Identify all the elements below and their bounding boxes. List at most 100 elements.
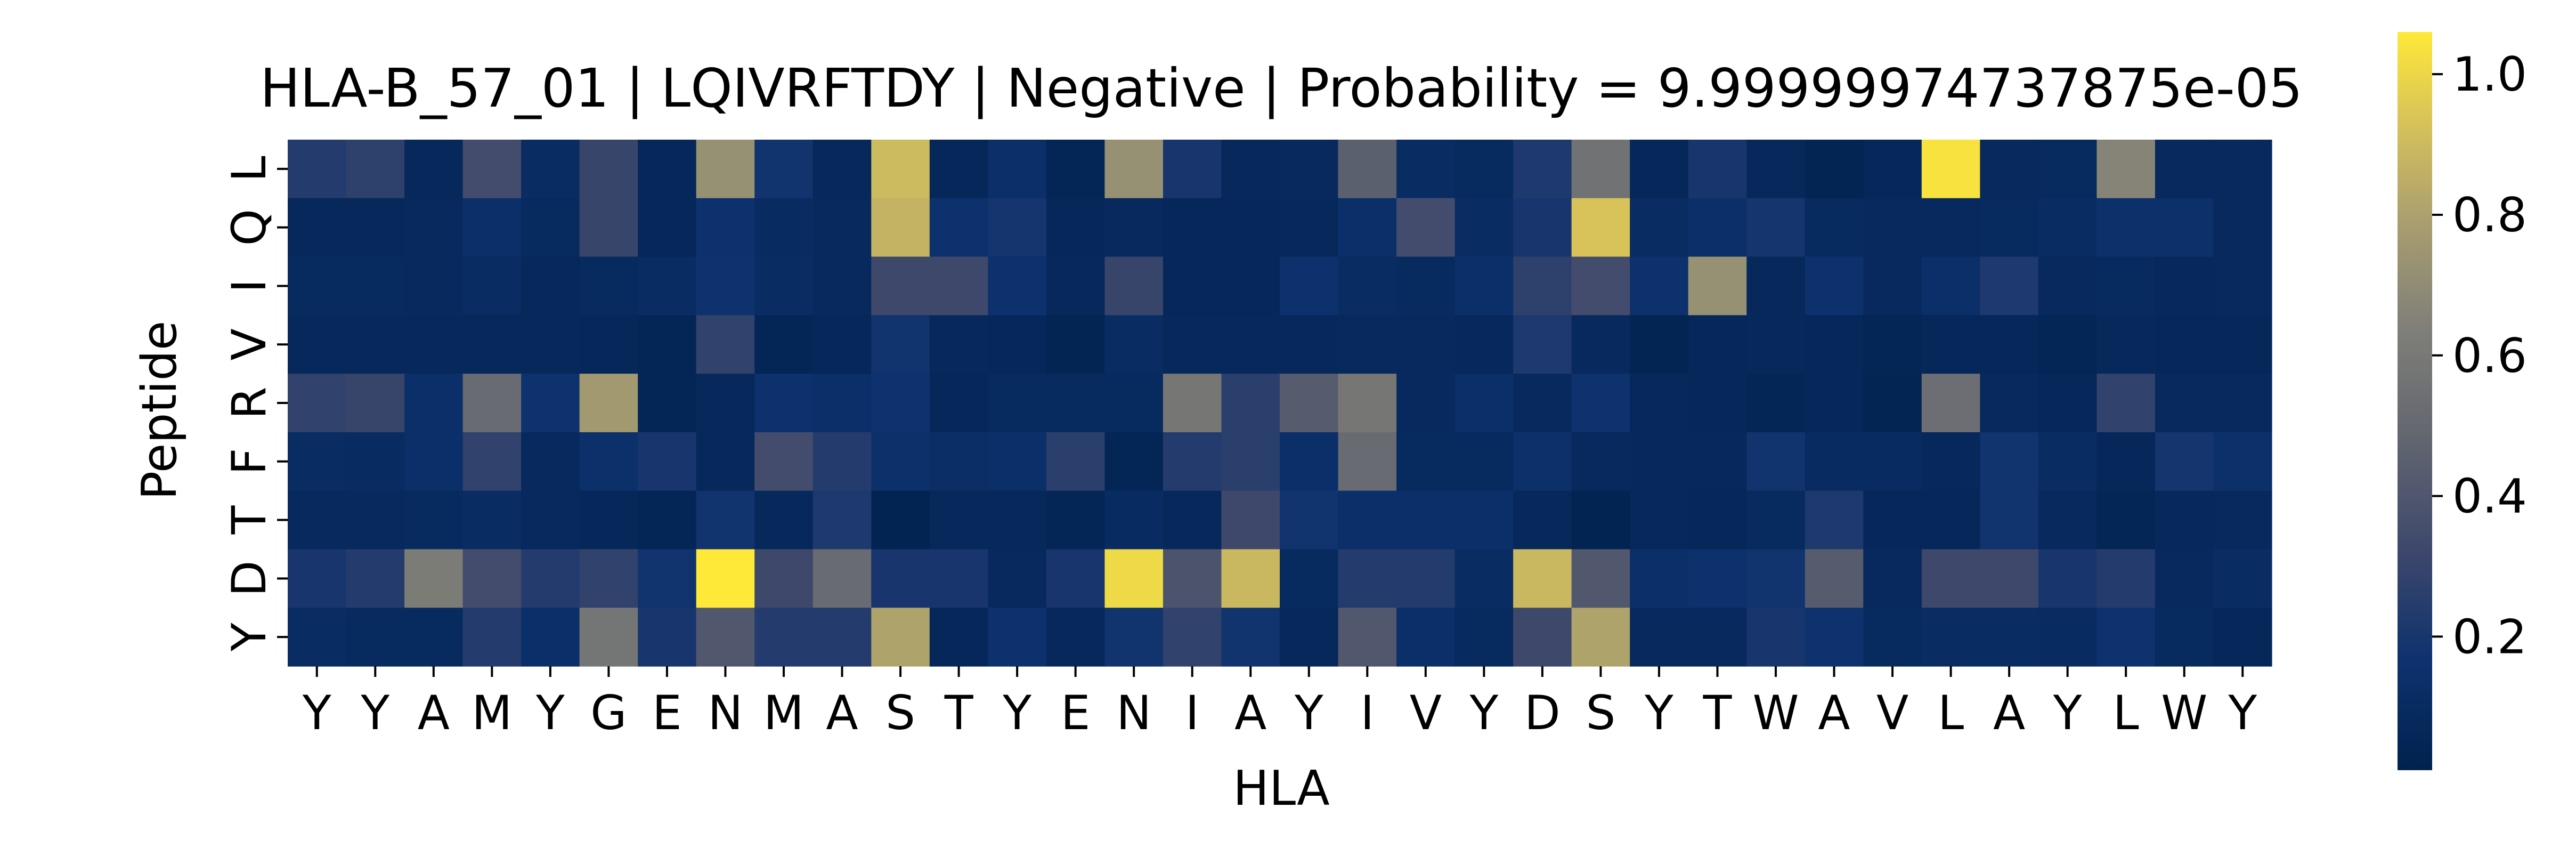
heatmap-cell-r1-c2 (404, 198, 464, 257)
heatmap-cell-r0-c3 (462, 140, 522, 199)
heatmap-cell-r3-c31 (2096, 315, 2156, 374)
heatmap-cell-r7-c5 (579, 549, 638, 608)
x-tick-label: I (1185, 685, 1199, 740)
x-tick-label: A (1818, 685, 1850, 740)
heatmap-cell-r4-c6 (638, 374, 697, 433)
heatmap-cell-r8-c7 (696, 608, 755, 667)
x-tick-label: T (944, 685, 974, 740)
x-tick-label: N (708, 685, 743, 740)
heatmap-cell-r0-c5 (579, 140, 638, 199)
heatmap-cell-r5-c21 (1513, 432, 1572, 491)
heatmap-cell-r7-c25 (1746, 549, 1806, 608)
heatmap-cell-r4-c5 (579, 374, 638, 433)
heatmap-cell-r2-c8 (754, 256, 814, 316)
heatmap-cell-r8-c2 (404, 608, 464, 667)
heatmap-cell-r0-c6 (638, 140, 697, 199)
heatmap-cell-r1-c0 (288, 198, 347, 257)
heatmap-cell-r7-c30 (2038, 549, 2098, 608)
heatmap-cell-r3-c28 (1921, 315, 1980, 374)
heatmap-cell-r1-c24 (1688, 198, 1747, 257)
heatmap-cell-r7-c28 (1921, 549, 1980, 608)
heatmap-cell-r0-c23 (1630, 140, 1689, 199)
heatmap-cell-r2-c19 (1396, 256, 1456, 316)
heatmap-cell-r8-c30 (2038, 608, 2098, 667)
heatmap-cell-r1-c7 (696, 198, 755, 257)
heatmap-cell-r3-c6 (638, 315, 697, 374)
heatmap-cell-r0-c18 (1338, 140, 1397, 199)
heatmap-cell-r8-c6 (638, 608, 697, 667)
heatmap-cell-r1-c28 (1921, 198, 1980, 257)
heatmap-cell-r2-c26 (1805, 256, 1864, 316)
heatmap-cell-r4-c19 (1396, 374, 1456, 433)
heatmap-cell-r7-c1 (346, 549, 405, 608)
heatmap-cell-r2-c0 (288, 256, 347, 316)
heatmap-cell-r1-c13 (1046, 198, 1106, 257)
x-tick-label: E (1061, 685, 1091, 740)
heatmap-cell-r7-c2 (404, 549, 464, 608)
heatmap-cell-r4-c1 (346, 374, 405, 433)
heatmap-cell-r6-c23 (1630, 490, 1689, 550)
heatmap-cell-r1-c16 (1221, 198, 1280, 257)
heatmap-cell-r8-c3 (462, 608, 522, 667)
heatmap-cell-r3-c18 (1338, 315, 1397, 374)
heatmap-cell-r7-c3 (462, 549, 522, 608)
heatmap-cell-r2-c33 (2213, 256, 2272, 316)
heatmap-cell-r6-c13 (1046, 490, 1106, 550)
heatmap-cell-r2-c14 (1104, 256, 1164, 316)
heatmap-cell-r3-c16 (1221, 315, 1280, 374)
heatmap-cell-r6-c11 (929, 490, 988, 550)
heatmap-cell-r5-c11 (929, 432, 988, 491)
heatmap-cell-r2-c28 (1921, 256, 1980, 316)
heatmap-cell-r0-c27 (1863, 140, 1922, 199)
x-tick-label: T (1703, 685, 1733, 740)
heatmap-cell-r8-c20 (1454, 608, 1514, 667)
heatmap-cell-r1-c25 (1746, 198, 1806, 257)
heatmap-cell-r4-c24 (1688, 374, 1747, 433)
heatmap-cell-r5-c24 (1688, 432, 1747, 491)
heatmap-cell-r4-c11 (929, 374, 988, 433)
heatmap-cell-r3-c14 (1104, 315, 1164, 374)
heatmap-cell-r8-c23 (1630, 608, 1689, 667)
heatmap-cell-r0-c10 (871, 140, 930, 199)
heatmap-cell-r8-c31 (2096, 608, 2156, 667)
heatmap-cell-r1-c1 (346, 198, 405, 257)
colorbar-ticks: 0.2 0.4 0.6 0.8 1.0 (2432, 47, 2527, 664)
heatmap-cell-r8-c32 (2155, 608, 2214, 667)
y-axis-label: Peptide (132, 321, 188, 500)
heatmap-cell-r4-c12 (988, 374, 1047, 433)
y-tick-label: F (222, 448, 277, 475)
heatmap-cell-r2-c15 (1163, 256, 1222, 316)
heatmap-cell-r2-c2 (404, 256, 464, 316)
heatmap-cell-r7-c13 (1046, 549, 1106, 608)
heatmap-cell-r3-c17 (1280, 315, 1339, 374)
y-axis-ticks: L Q I VR F TDY (222, 156, 288, 652)
heatmap-cell-r1-c11 (929, 198, 988, 257)
heatmap-cell-r6-c32 (2155, 490, 2214, 550)
heatmap-cell-r1-c9 (812, 198, 872, 257)
heatmap-cell-r7-c31 (2096, 549, 2156, 608)
heatmap-cell-r8-c15 (1163, 608, 1222, 667)
heatmap-cell-r7-c8 (754, 549, 814, 608)
heatmap-cell-r2-c5 (579, 256, 638, 316)
heatmap-cell-r2-c30 (2038, 256, 2098, 316)
heatmap-cell-r4-c13 (1046, 374, 1106, 433)
heatmap-cell-r2-c21 (1513, 256, 1572, 316)
heatmap-cell-r0-c4 (521, 140, 580, 199)
heatmap-cell-r8-c29 (1980, 608, 2039, 667)
heatmap-cell-r8-c10 (871, 608, 930, 667)
x-tick-label: S (1586, 685, 1615, 740)
x-tick-label: W (1752, 685, 1799, 740)
heatmap-cell-r7-c9 (812, 549, 872, 608)
x-tick-label: D (1524, 685, 1561, 740)
heatmap-cell-r4-c23 (1630, 374, 1689, 433)
x-tick-label: Y (535, 685, 565, 740)
heatmap-cell-r7-c10 (871, 549, 930, 608)
heatmap-cell-r3-c20 (1454, 315, 1514, 374)
heatmap-cell-r3-c8 (754, 315, 814, 374)
heatmap-cell-r0-c33 (2213, 140, 2272, 199)
heatmap-cell-r2-c20 (1454, 256, 1514, 316)
heatmap-cell-r6-c15 (1163, 490, 1222, 550)
heatmap-cell-r7-c20 (1454, 549, 1514, 608)
heatmap-cell-r8-c33 (2213, 608, 2272, 667)
